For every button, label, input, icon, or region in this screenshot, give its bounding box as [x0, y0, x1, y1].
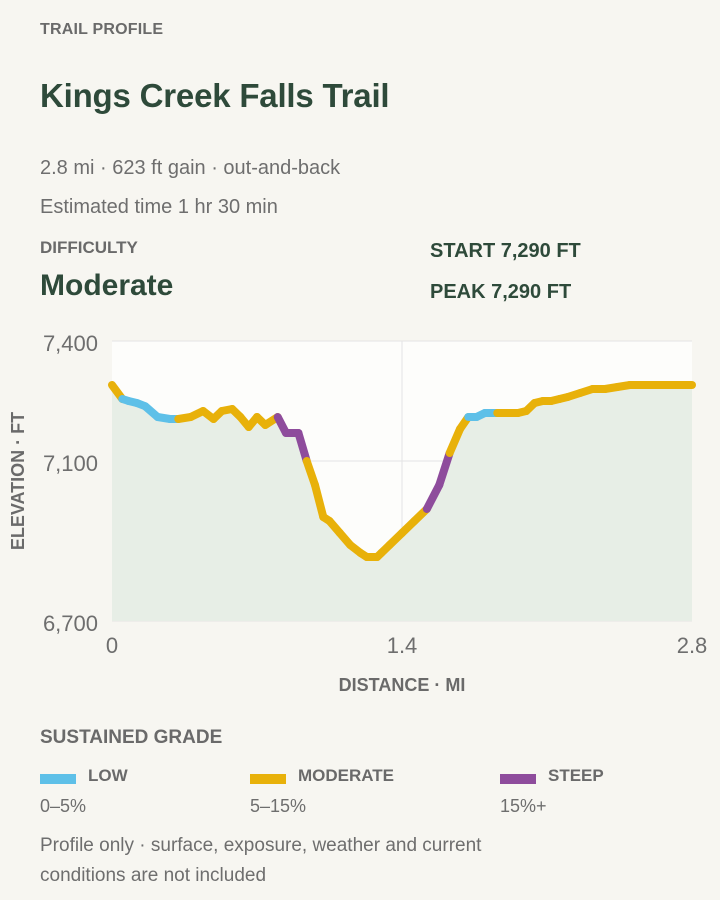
profile-segment-33	[422, 481, 444, 513]
legend-swatch-moderate	[250, 774, 286, 784]
y-axis-label: ELEVATION · FT	[8, 412, 28, 550]
legend-swatch-low	[40, 774, 76, 784]
estimated-time: Estimated time 1 hr 30 min	[40, 196, 278, 218]
legend-name-steep: STEEP	[548, 766, 604, 785]
y-tick-label-7100: 7,100	[43, 451, 98, 476]
x-tick-label-0: 0	[106, 633, 118, 658]
legend-range-steep: 15%+	[500, 796, 547, 816]
difficulty-label: DIFFICULTY	[40, 238, 138, 257]
start-elevation-stat: START 7,290 FT	[430, 240, 581, 262]
legend-item-moderate: MODERATE 5–15%	[250, 766, 440, 822]
x-tick-label-1-4: 1.4	[387, 633, 418, 658]
elevation-line-segments	[108, 381, 696, 561]
legend-name-low: LOW	[88, 766, 128, 785]
legend-range-moderate: 5–15%	[250, 796, 307, 816]
trail-summary: 2.8 mi · 623 ft gain · out-and-back	[40, 157, 341, 179]
legend-item-steep: STEEP 15%+	[500, 766, 690, 822]
legend-title: SUSTAINED GRADE	[40, 727, 223, 748]
page-title: Kings Creek Falls Trail	[40, 77, 390, 114]
elevation-area	[112, 385, 692, 621]
x-tick-label-2-8: 2.8	[677, 633, 708, 658]
elevation-chart: 7,400 7,100 6,700 0 1.4 2.8 DISTANCE · M…	[0, 320, 720, 710]
difficulty-value: Moderate	[40, 269, 174, 302]
legend-range-low: 0–5%	[40, 796, 87, 816]
profile-segment-34	[435, 449, 454, 489]
profile-segment-21	[311, 481, 328, 521]
legend-item-low: LOW 0–5%	[40, 766, 230, 822]
legend-name-moderate: MODERATE	[298, 766, 395, 785]
elevation-chart-svg: 7,400 7,100 6,700 0 1.4 2.8 DISTANCE · M…	[8, 331, 708, 695]
profile-segment-19	[294, 429, 311, 465]
profile-segment-20	[302, 457, 319, 489]
y-tick-label-7400: 7,400	[43, 331, 98, 356]
x-axis-label: DISTANCE · MI	[339, 675, 466, 695]
profile-segment-35	[445, 425, 464, 457]
legend-swatch-steep	[500, 774, 536, 784]
peak-elevation-stat: PEAK 7,290 FT	[430, 281, 572, 303]
profile-note: Profile only · surface, exposure, weathe…	[40, 835, 482, 886]
y-tick-label-6700: 6,700	[43, 611, 98, 636]
eyebrow-label: TRAIL PROFILE	[40, 21, 164, 38]
